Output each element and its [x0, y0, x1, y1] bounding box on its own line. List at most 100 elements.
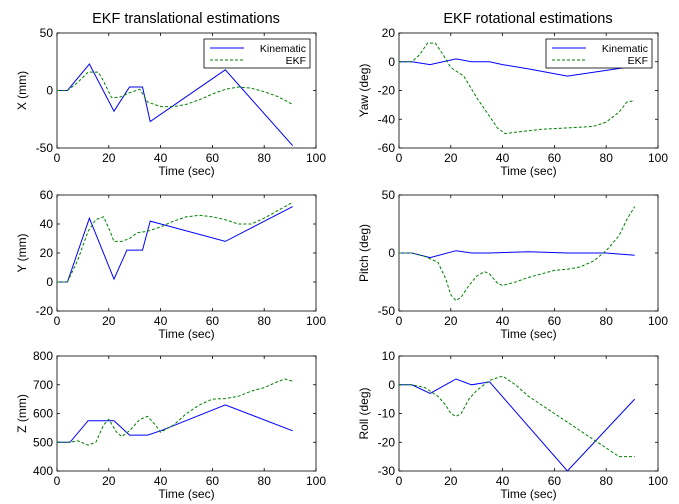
- x-tick-label: 20: [102, 314, 116, 328]
- y-tick-label: 700: [33, 378, 53, 392]
- left-column-title: EKF translational estimations: [92, 11, 280, 27]
- y-tick-label: 0: [388, 246, 395, 260]
- y-axis-label: X (mm): [15, 71, 29, 110]
- y-tick-label: -30: [378, 464, 396, 478]
- y-tick-label: 500: [33, 435, 53, 449]
- y-tick-label: -50: [378, 304, 396, 318]
- x-tick-label: 0: [396, 314, 403, 328]
- legend-box: [545, 38, 653, 69]
- series-line-kinematic: [57, 206, 293, 283]
- series-line-kinematic: [57, 63, 294, 147]
- x-tick-label: 40: [496, 151, 510, 165]
- series-line-kinematic: [399, 378, 636, 471]
- x-tick-label: 60: [206, 151, 220, 165]
- x-tick-label: 80: [258, 474, 272, 488]
- series-line-kinematic: [399, 58, 635, 77]
- series-line-ekf: [57, 201, 293, 283]
- x-tick-label: 40: [154, 474, 168, 488]
- x-tick-label: 60: [206, 474, 220, 488]
- y-tick-label: 10: [382, 349, 396, 363]
- x-axis-label: Time (sec): [500, 327, 556, 341]
- x-tick-label: 100: [306, 474, 326, 488]
- x-tick-label: 80: [258, 151, 272, 165]
- right-column-title: EKF rotational estimations: [443, 11, 612, 27]
- legend-entry-ekf: EKF: [628, 55, 648, 67]
- y-tick-label: -10: [378, 407, 396, 421]
- y-tick-label: 40: [40, 217, 54, 231]
- x-tick-label: 0: [396, 151, 403, 165]
- y-tick-label: 0: [46, 275, 53, 289]
- x-tick-label: 20: [444, 474, 458, 488]
- x-tick-label: 80: [258, 314, 272, 328]
- y-tick-label: -20: [378, 435, 396, 449]
- series-line-ekf: [57, 378, 293, 446]
- y-tick-label: 600: [33, 407, 53, 421]
- legend-entry-kinematic: Kinematic: [260, 43, 306, 55]
- series-line-ekf: [399, 42, 635, 135]
- x-tick-label: 20: [444, 151, 458, 165]
- y-tick-label: 0: [388, 378, 395, 392]
- y-axis-label: Z (mm): [15, 394, 29, 433]
- y-tick-label: -20: [36, 304, 54, 318]
- x-tick-label: 20: [102, 151, 116, 165]
- x-tick-label: 80: [600, 474, 614, 488]
- y-tick-label: -50: [36, 141, 54, 155]
- x-axis-label: Time (sec): [158, 327, 214, 341]
- y-axis-label: Yaw (deg): [357, 64, 371, 118]
- panel-yaw-rotation: 0 20 40 60 80 100 -60 -40 -20 0 20 Time (sec) Yaw (d…: [357, 26, 668, 178]
- x-tick-label: 100: [648, 474, 668, 488]
- y-tick-label: 50: [40, 26, 54, 40]
- y-tick-label: -20: [378, 84, 396, 98]
- x-tick-label: 20: [444, 314, 458, 328]
- x-tick-label: 40: [154, 314, 168, 328]
- plot-area: [56, 355, 317, 472]
- x-tick-label: 100: [648, 314, 668, 328]
- x-tick-label: 60: [206, 314, 220, 328]
- plot-area: [398, 355, 659, 472]
- y-tick-label: 400: [33, 464, 53, 478]
- x-tick-label: 40: [496, 314, 510, 328]
- y-tick-label: -60: [378, 141, 396, 155]
- x-tick-label: 60: [548, 474, 562, 488]
- x-axis-label: Time (sec): [500, 487, 556, 501]
- x-tick-label: 60: [548, 314, 562, 328]
- y-axis-label: Roll (deg): [357, 387, 371, 439]
- y-tick-label: 800: [33, 349, 53, 363]
- y-tick-label: 20: [382, 26, 396, 40]
- x-tick-label: 20: [102, 474, 116, 488]
- plot-area: [56, 194, 317, 312]
- x-tick-label: 40: [154, 151, 168, 165]
- series-line-ekf: [399, 206, 636, 302]
- x-tick-label: 100: [306, 314, 326, 328]
- y-axis-label: Pitch (deg): [357, 224, 371, 282]
- legend-entry-ekf: EKF: [286, 55, 306, 67]
- panel-roll-rotation: 0 20 40 60 80 100 -30 -20 -10 0 10 Time (sec) Roll (…: [357, 349, 668, 501]
- y-tick-label: 20: [40, 246, 54, 260]
- legend-entry-kinematic: Kinematic: [602, 43, 648, 55]
- legend-box: [203, 38, 311, 69]
- y-tick-label: 0: [388, 55, 395, 69]
- x-tick-label: 40: [496, 474, 510, 488]
- y-axis-label: Y (mm): [15, 233, 29, 272]
- x-axis-label: Time (sec): [158, 487, 214, 501]
- y-tick-label: 60: [40, 188, 54, 202]
- x-tick-label: 100: [306, 151, 326, 165]
- y-tick-label: -40: [378, 112, 396, 126]
- x-axis-label: Time (sec): [158, 164, 214, 178]
- x-tick-label: 0: [54, 314, 61, 328]
- y-tick-label: 0: [46, 84, 53, 98]
- x-tick-label: 80: [600, 151, 614, 165]
- plot-area: [398, 194, 659, 312]
- x-tick-label: 0: [54, 151, 61, 165]
- y-tick-label: 50: [382, 188, 396, 202]
- x-tick-label: 60: [548, 151, 562, 165]
- series-line-kinematic: [57, 404, 293, 443]
- x-tick-label: 0: [54, 474, 61, 488]
- x-tick-label: 0: [396, 474, 403, 488]
